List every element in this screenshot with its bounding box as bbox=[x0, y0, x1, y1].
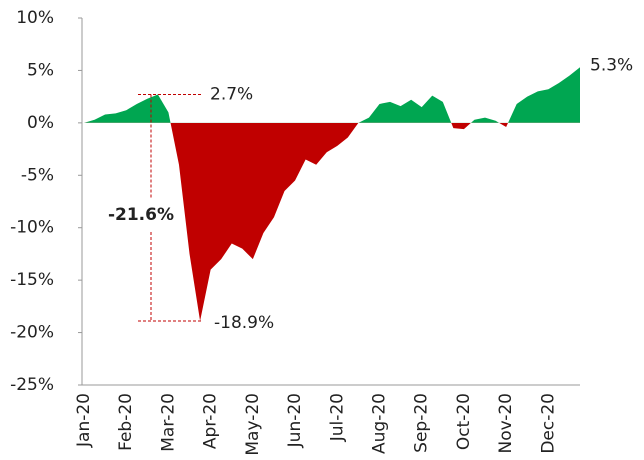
y-tick-label: -15% bbox=[10, 270, 54, 290]
y-tick-label: 5% bbox=[27, 60, 54, 80]
x-tick-label: Dec-20 bbox=[538, 393, 558, 454]
x-tick-label: Feb-20 bbox=[116, 393, 136, 451]
y-tick-label: -5% bbox=[21, 165, 54, 185]
annotation: -18.9% bbox=[214, 313, 274, 333]
y-tick-label: -25% bbox=[10, 375, 54, 395]
y-tick-label: -20% bbox=[10, 323, 54, 343]
annotation: 5.3% bbox=[590, 55, 633, 75]
x-tick-label: Nov-20 bbox=[496, 393, 516, 454]
annotation: -21.6% bbox=[108, 205, 174, 225]
x-tick-label: Jan-20 bbox=[74, 393, 94, 448]
y-tick-label: -10% bbox=[10, 218, 54, 238]
y-tick-label: 0% bbox=[27, 113, 54, 133]
x-tick-label: Sep-20 bbox=[412, 393, 432, 453]
x-tick-label: Apr-20 bbox=[201, 393, 221, 449]
positive-area bbox=[84, 67, 580, 123]
y-tick-label: 10% bbox=[16, 8, 54, 28]
annotation: 2.7% bbox=[210, 85, 253, 105]
x-tick-label: Jul-20 bbox=[327, 393, 347, 442]
x-tick-label: May-20 bbox=[243, 393, 263, 456]
x-tick-label: Jun-20 bbox=[285, 393, 305, 448]
x-tick-label: Oct-20 bbox=[454, 393, 474, 450]
x-tick-label: Aug-20 bbox=[369, 393, 389, 454]
x-tick-label: Mar-20 bbox=[158, 393, 178, 452]
negative-area bbox=[170, 122, 509, 322]
